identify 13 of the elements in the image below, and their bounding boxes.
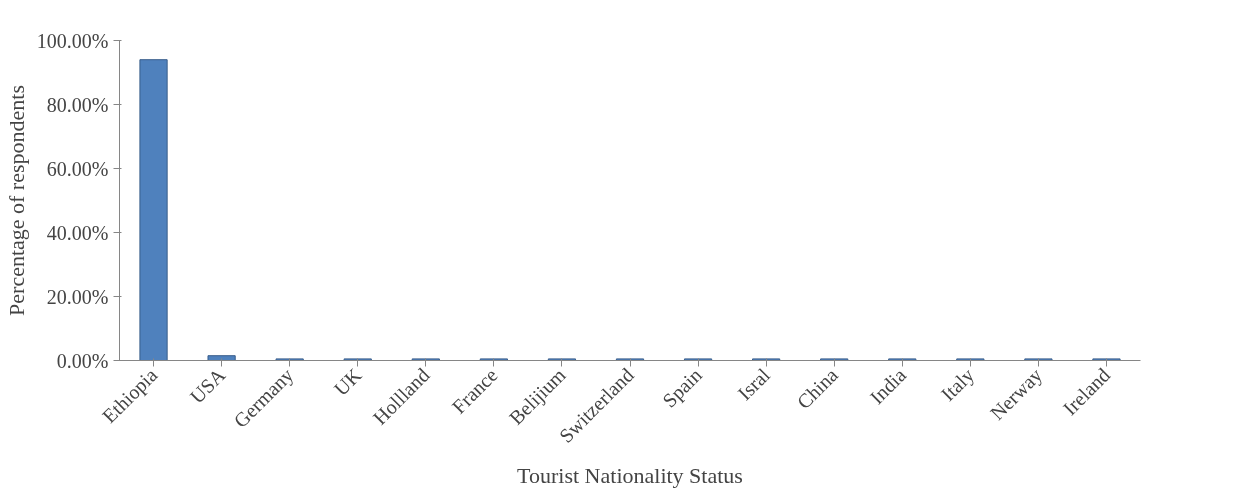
- x-tick-label: India: [865, 363, 911, 409]
- y-tick-label: 60.00%: [46, 157, 109, 180]
- x-axis-title: Tourist Nationality Status: [517, 462, 743, 488]
- y-tick-label: 80.00%: [46, 93, 109, 116]
- x-tick-label: UK: [329, 363, 366, 400]
- x-tick-label: Italy: [936, 363, 979, 406]
- y-tick-label: 100.00%: [36, 29, 109, 52]
- y-tick-label: 40.00%: [46, 221, 109, 244]
- y-axis-title: Percentage of respondents: [3, 85, 29, 316]
- y-tick-label: 0.00%: [56, 349, 109, 372]
- x-tick-label: Isral: [733, 363, 775, 405]
- y-tick-label: 20.00%: [46, 285, 109, 308]
- x-tick-label: USA: [185, 363, 230, 408]
